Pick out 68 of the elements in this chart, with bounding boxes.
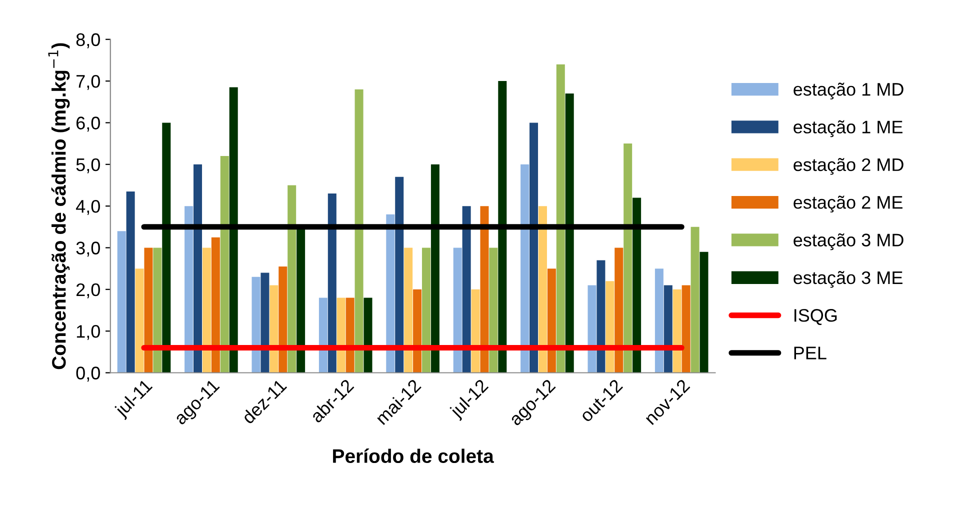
legend-label: estação 2 MD	[794, 158, 904, 175]
bar	[126, 191, 135, 373]
bar	[318, 298, 328, 373]
y-tick-label: 7,0	[76, 74, 100, 90]
bar	[606, 281, 614, 373]
bar	[588, 285, 596, 373]
bar	[260, 272, 270, 373]
bar	[489, 248, 498, 373]
y-tick-label: 2,0	[76, 283, 100, 298]
bar	[453, 248, 462, 373]
legend-label: estação 2 ME	[794, 196, 902, 212]
bar	[354, 89, 364, 373]
legend-label: estação 1 ME	[794, 120, 902, 138]
bar	[565, 94, 574, 373]
bar	[498, 81, 507, 373]
bar	[278, 266, 288, 373]
legend-label: ISQG	[794, 309, 837, 326]
y-tick-label: 0,0	[76, 366, 100, 382]
bar	[252, 276, 260, 373]
bar	[422, 248, 430, 373]
bar	[413, 289, 422, 373]
bar	[520, 164, 530, 373]
bar	[664, 285, 672, 373]
bar	[654, 268, 664, 373]
bar	[135, 268, 144, 373]
bar	[211, 237, 220, 373]
y-tick-label: 8,0	[76, 33, 100, 48]
y-tick-label: 4,0	[76, 200, 100, 215]
bar	[153, 248, 162, 373]
bar	[395, 176, 404, 373]
bar	[682, 285, 690, 373]
legend-label: estação 1 MD	[794, 82, 904, 100]
y-tick-label: 3,0	[76, 242, 100, 257]
bar	[194, 164, 202, 373]
y-tick-label: 6,0	[76, 116, 100, 132]
bar	[288, 185, 296, 373]
bar	[530, 122, 538, 373]
bar	[700, 252, 708, 373]
bar	[556, 64, 565, 373]
y-axis-title: Concentração de cádmio (mg.kg$^{−1}$)	[48, 43, 70, 370]
y-tick-label: 1,0	[76, 325, 100, 340]
bar	[672, 289, 682, 373]
bar	[144, 248, 153, 373]
bar	[614, 248, 624, 373]
bar	[404, 248, 413, 373]
bar	[430, 164, 440, 373]
bar	[632, 198, 642, 373]
bar	[270, 285, 278, 373]
legend-label: PEL	[794, 346, 826, 360]
bar	[596, 260, 606, 373]
bar	[162, 122, 171, 373]
bar	[471, 289, 480, 373]
bar	[202, 248, 211, 373]
bar	[346, 298, 354, 373]
bar	[547, 268, 556, 373]
x-axis-title: Período de coleta	[333, 448, 494, 463]
bar	[220, 156, 229, 373]
bar	[328, 194, 336, 373]
bar	[117, 231, 126, 373]
bar	[386, 214, 395, 373]
legend-label: estação 3 ME	[794, 271, 902, 288]
bar	[690, 226, 700, 373]
y-tick-label: 5,0	[76, 158, 100, 174]
bar	[624, 144, 632, 373]
legend-label: estação 3 MD	[794, 233, 904, 250]
bar	[336, 298, 346, 373]
bar	[364, 298, 372, 373]
bar	[229, 87, 238, 373]
